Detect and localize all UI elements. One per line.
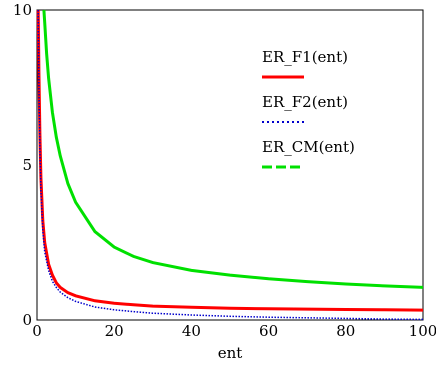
- legend-label: ER_F2(ent): [262, 93, 348, 111]
- tick-layer: 0 20 40 60 80 100 0 5 10: [13, 1, 436, 340]
- x-tick-label: 0: [32, 322, 42, 340]
- x-tick-label: 100: [409, 322, 436, 340]
- legend-label: ER_CM(ent): [262, 138, 355, 156]
- y-tick-label: 10: [13, 1, 32, 19]
- plot-frame: [36, 9, 424, 321]
- series-line-er-f2-ent: [37, 9, 424, 321]
- x-tick-label: 20: [105, 322, 124, 340]
- y-tick-label: 0: [22, 311, 32, 329]
- legend-label: ER_F1(ent): [262, 48, 348, 66]
- series-line-er-cm-ent: [42, 9, 424, 289]
- x-tick-label: 40: [182, 322, 201, 340]
- series-layer: [36, 9, 424, 321]
- y-tick-label: 5: [22, 156, 32, 174]
- legend: ER_F1(ent) ER_F2(ent) ER_CM(ent): [262, 48, 355, 169]
- x-axis-label: ent: [218, 344, 243, 362]
- x-tick-label: 80: [336, 322, 355, 340]
- x-tick-label: 60: [259, 322, 278, 340]
